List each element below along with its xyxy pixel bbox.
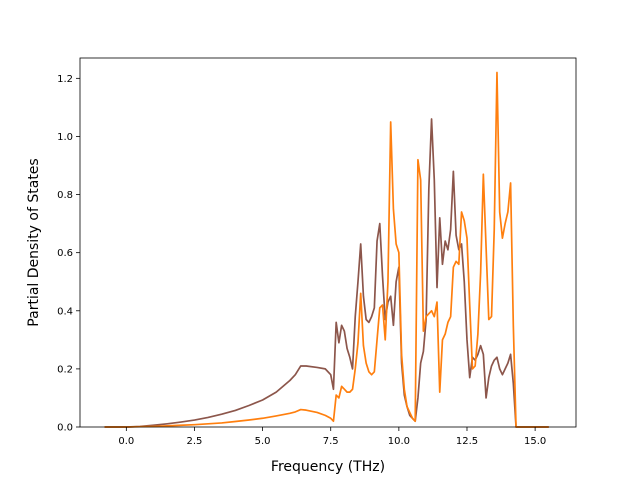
- series-line-1: [104, 118, 549, 428]
- x-tick-label: 15.0: [524, 436, 546, 447]
- x-tick-label: 10.0: [388, 436, 410, 447]
- y-tick-label: 0.0: [57, 423, 73, 434]
- y-axis: 0.0 0.2 0.4 0.6 0.8 1.0 1.2: [57, 74, 80, 434]
- x-tick-label: 7.5: [323, 436, 339, 447]
- x-tick-label: 12.5: [456, 436, 478, 447]
- x-tick-label: 0.0: [118, 436, 134, 447]
- y-tick-label: 0.2: [57, 364, 73, 375]
- plot-area-frame: [79, 57, 577, 428]
- y-tick-label: 0.6: [57, 248, 73, 259]
- x-axis-label: Frequency (THz): [271, 459, 385, 475]
- y-tick-label: 0.4: [57, 306, 73, 317]
- series-line-2: [104, 71, 549, 428]
- series-layer: [104, 71, 549, 428]
- x-tick-label: 2.5: [187, 436, 203, 447]
- y-tick-label: 0.8: [57, 190, 73, 201]
- x-axis: 0.0 2.5 5.0 7.5 10.0 12.5 15.0: [118, 427, 546, 447]
- y-tick-label: 1.0: [57, 132, 73, 143]
- y-axis-label: Partial Density of States: [26, 158, 42, 326]
- x-tick-label: 5.0: [255, 436, 271, 447]
- y-tick-label: 1.2: [57, 74, 73, 85]
